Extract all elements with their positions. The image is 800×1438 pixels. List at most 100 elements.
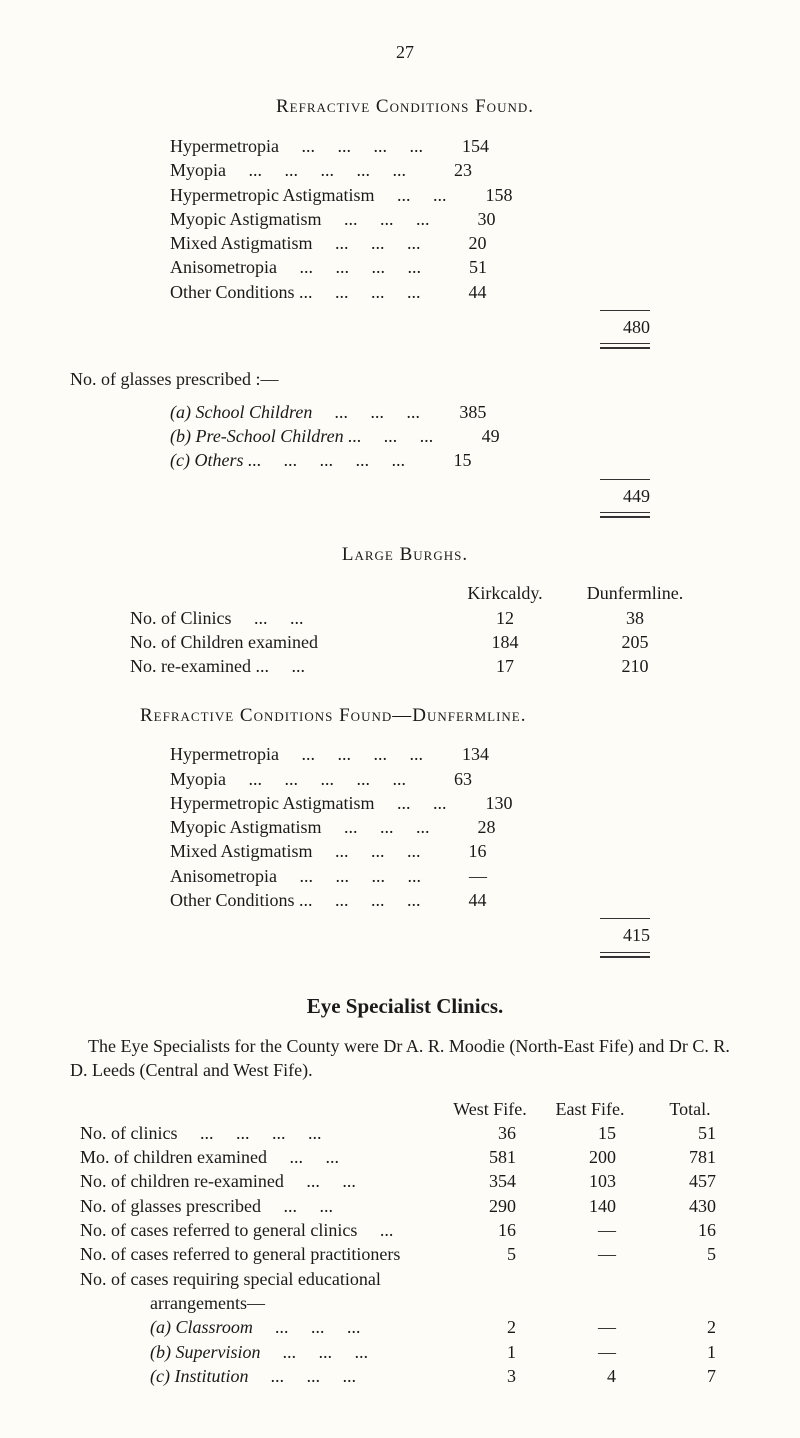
list-item: Anisometropia ... ... ... ...51: [170, 255, 650, 279]
row-label: No. of children re-examined ... ...: [80, 1169, 440, 1193]
row-value: 130: [452, 791, 512, 815]
eye-heading: Eye Specialist Clinics.: [70, 992, 740, 1020]
row-value: 49: [440, 424, 500, 448]
table-row: (c) Institution ... ... ...347: [80, 1364, 740, 1388]
cell: 7: [640, 1364, 740, 1388]
cell: —: [540, 1315, 640, 1339]
rule: [600, 918, 650, 919]
list-item: Hypermetropia ... ... ... ...154: [170, 134, 650, 158]
row-label: Anisometropia ... ... ... ...: [170, 864, 421, 888]
total-value: 415: [590, 923, 650, 947]
table-row: No. re-examined ... ...17210: [130, 654, 700, 678]
row-value: 154: [429, 134, 489, 158]
cell: 354: [440, 1169, 540, 1193]
table-row: No. of cases referred to general practit…: [80, 1242, 740, 1266]
total-row: 480: [170, 315, 650, 339]
list-item: Myopic Astigmatism ... ... ...30: [170, 207, 650, 231]
row-label: Other Conditions ... ... ... ...: [170, 888, 421, 912]
table-row: No. of Clinics ... ...1238: [130, 606, 700, 630]
cell: 200: [540, 1145, 640, 1169]
cell: 2: [640, 1315, 740, 1339]
row-label: (a) School Children ... ... ...: [170, 400, 420, 424]
list-item: Anisometropia ... ... ... ...—: [170, 864, 650, 888]
total-row: 449: [170, 484, 650, 508]
cell: [440, 1267, 540, 1291]
cell: 5: [640, 1242, 740, 1266]
table-row: No. of clinics ... ... ... ...361551: [80, 1121, 740, 1145]
cell: 5: [440, 1242, 540, 1266]
cell: —: [540, 1242, 640, 1266]
row-label: Other Conditions ... ... ... ...: [170, 280, 421, 304]
row-value: 134: [429, 742, 489, 766]
total-row: 415: [170, 923, 650, 947]
table-row: No. of glasses prescribed ... ...2901404…: [80, 1194, 740, 1218]
row-label: Myopia ... ... ... ... ...: [170, 158, 406, 182]
cell: 781: [640, 1145, 740, 1169]
table-row: (b) Supervision ... ... ...1—1: [80, 1340, 740, 1364]
cell: 3: [440, 1364, 540, 1388]
row-label: (b) Supervision ... ... ...: [150, 1340, 440, 1364]
row-label: No. of clinics ... ... ... ...: [80, 1121, 440, 1145]
col-kirkcaldy: Kirkcaldy.: [440, 581, 570, 605]
row-value: 51: [427, 255, 487, 279]
row-label: No. of cases referred to general practit…: [80, 1242, 440, 1266]
list-item: Mixed Astigmatism ... ... ...16: [170, 839, 650, 863]
row-label: Mixed Astigmatism ... ... ...: [170, 231, 421, 255]
list-item: Hypermetropic Astigmatism ... ...158: [170, 183, 650, 207]
row-label: No. of Clinics ... ...: [130, 606, 440, 630]
row-label: Mixed Astigmatism ... ... ...: [170, 839, 421, 863]
list-item: Hypermetropic Astigmatism ... ...130: [170, 791, 650, 815]
cell: —: [540, 1340, 640, 1364]
row-value: 44: [427, 280, 487, 304]
cell: 1: [440, 1340, 540, 1364]
page-number: 27: [70, 40, 740, 64]
double-rule: [600, 343, 650, 349]
col-east-fife: East Fife.: [540, 1097, 640, 1121]
total-value: 449: [590, 484, 650, 508]
eye-columns: West Fife. East Fife. Total.: [80, 1097, 740, 1121]
list-item: Other Conditions ... ... ... ...44: [170, 888, 650, 912]
cell: 17: [440, 654, 570, 678]
list-item: (a) School Children ... ... ...385: [170, 400, 650, 424]
row-label: No. of Children examined: [130, 630, 440, 654]
cell: 1: [640, 1340, 740, 1364]
table-row: No. of cases requiring special education…: [80, 1267, 740, 1291]
table-row: No. of Children examined184205: [130, 630, 700, 654]
cell: 103: [540, 1169, 640, 1193]
cell: 205: [570, 630, 700, 654]
rule: [600, 479, 650, 480]
refractive-list-2: Hypermetropia ... ... ... ...134 Myopia …: [170, 742, 650, 957]
row-label: (c) Others ... ... ... ... ...: [170, 448, 405, 472]
cell: 51: [640, 1121, 740, 1145]
row-value: 63: [412, 767, 472, 791]
cell: 15: [540, 1121, 640, 1145]
row-label: Hypermetropic Astigmatism ... ...: [170, 791, 446, 815]
cell: 12: [440, 606, 570, 630]
row-label: No. re-examined ... ...: [130, 654, 440, 678]
double-rule: [600, 512, 650, 518]
row-label: Mo. of children examined ... ...: [80, 1145, 440, 1169]
row-label: Hypermetropia ... ... ... ...: [170, 742, 423, 766]
col-total: Total.: [640, 1097, 740, 1121]
table-row: Mo. of children examined ... ...58120078…: [80, 1145, 740, 1169]
burghs-heading: Large Burghs.: [70, 542, 740, 568]
row-label: Myopic Astigmatism ... ... ...: [170, 815, 430, 839]
col-west-fife: West Fife.: [440, 1097, 540, 1121]
glasses-list: (a) School Children ... ... ...385 (b) P…: [170, 400, 650, 518]
row-value: 23: [412, 158, 472, 182]
cell: 290: [440, 1194, 540, 1218]
refractive-heading-2: Refractive Conditions Found—Dunfermline.: [140, 703, 740, 729]
list-item: Myopia ... ... ... ... ...23: [170, 158, 650, 182]
row-value: 16: [427, 839, 487, 863]
row-value: 30: [436, 207, 496, 231]
cell: 430: [640, 1194, 740, 1218]
row-label: Myopia ... ... ... ... ...: [170, 767, 406, 791]
arrangements-row: arrangements—: [80, 1291, 740, 1315]
list-item: Mixed Astigmatism ... ... ...20: [170, 231, 650, 255]
row-value: 15: [411, 448, 471, 472]
row-label: No. of cases requiring special education…: [80, 1267, 440, 1291]
row-label: (c) Institution ... ... ...: [150, 1364, 440, 1388]
row-label: Anisometropia ... ... ... ...: [170, 255, 421, 279]
row-label: (a) Classroom ... ... ...: [150, 1315, 440, 1339]
cell: 38: [570, 606, 700, 630]
